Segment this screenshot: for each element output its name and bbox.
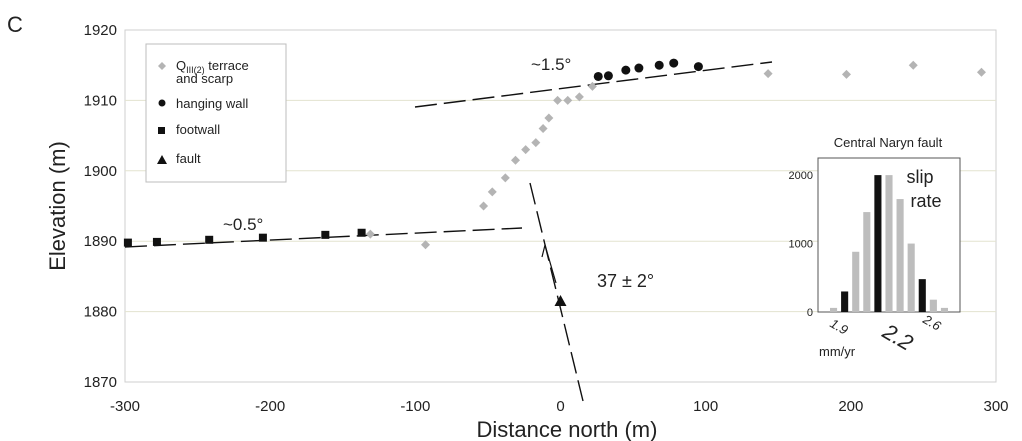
x-tick-labels: -300 -200 -100 0 100 200 300 <box>110 398 1009 415</box>
x-tick-label: 200 <box>838 398 863 415</box>
data-points <box>123 58 986 307</box>
panel-label: C <box>7 12 23 37</box>
inset-y-tick-label: 2000 <box>789 170 813 182</box>
y-tick-label: 1900 <box>84 163 117 180</box>
footwall-point <box>205 235 214 244</box>
terrace-point <box>521 145 531 155</box>
inset-bar <box>841 291 849 312</box>
inset-bar <box>863 212 871 312</box>
y-tick-label: 1890 <box>84 233 117 250</box>
legend-terrace-label-line2: and scarp <box>176 71 233 86</box>
footwall-slope-line <box>124 227 523 248</box>
terrace-point <box>510 155 520 165</box>
inset-x-axis-unit: mm/yr <box>819 344 856 359</box>
terrace-point <box>538 124 548 134</box>
legend-diamond-marker <box>158 62 166 70</box>
inset-bar <box>929 299 937 312</box>
hanging-wall-point <box>603 71 613 81</box>
hanging-wall-point <box>654 60 664 70</box>
inset-y-tick-labels: 0 1000 2000 <box>789 170 813 319</box>
terrace-point <box>763 69 773 79</box>
inset-tick-label-2.6: 2.6 <box>920 311 945 334</box>
y-tick-label: 1870 <box>84 374 117 391</box>
y-axis-label: Elevation (m) <box>45 141 70 271</box>
inset-bars <box>829 175 949 312</box>
inset-y-tick-label: 0 <box>807 307 813 319</box>
terrace-point <box>553 95 563 105</box>
hanging-wall-point <box>669 58 679 68</box>
terrace-point <box>841 69 851 79</box>
terrace-point <box>420 240 430 250</box>
hanging-wall-point <box>593 71 603 81</box>
x-tick-label: 100 <box>693 398 718 415</box>
terrace-point <box>976 67 986 77</box>
legend-square-marker <box>158 127 165 134</box>
hanging-wall-point <box>621 65 631 75</box>
legend-fault-label: fault <box>176 151 201 166</box>
inset-bar <box>874 175 882 312</box>
inset-title: Central Naryn fault <box>834 135 943 150</box>
terrace-point <box>531 138 541 148</box>
annotation-fault-dip: 37 ± 2° <box>597 271 654 291</box>
fault-point <box>554 295 567 307</box>
y-tick-label: 1910 <box>84 92 117 109</box>
x-tick-label: -100 <box>400 398 430 415</box>
terrace-point <box>487 187 497 197</box>
annotation-footwall-slope: ~0.5° <box>223 215 263 234</box>
inset-bar <box>829 307 838 312</box>
y-tick-label: 1920 <box>84 22 117 39</box>
legend-footwall-label: footwall <box>176 122 220 137</box>
terrace-point <box>500 173 510 183</box>
terrace-point <box>544 113 554 123</box>
hanging-wall-point <box>693 62 703 72</box>
legend-terrace-label: QIII(2) terrace <box>176 58 249 75</box>
y-tick-labels: 1870 1880 1890 1900 1910 1920 <box>84 22 117 391</box>
inset-bar <box>918 279 926 312</box>
legend-triangle-marker <box>157 155 167 164</box>
footwall-point <box>152 237 161 246</box>
footwall-point <box>357 228 366 237</box>
fault-slip-arrow <box>541 244 557 284</box>
plot-frame <box>124 29 997 383</box>
legend-box <box>145 43 287 183</box>
inset-tick-label-1.9: 1.9 <box>828 316 851 338</box>
footwall-point <box>123 238 132 247</box>
x-tick-label: 0 <box>556 398 564 415</box>
terrace-point <box>587 81 597 91</box>
x-tick-label: -200 <box>255 398 285 415</box>
legend-circle-marker <box>158 99 166 107</box>
legend-hanging-wall-label: hanging wall <box>176 96 248 111</box>
hanging-wall-point <box>634 63 644 73</box>
terrace-point <box>365 229 375 239</box>
terrace-point <box>479 201 489 211</box>
x-tick-label: -300 <box>110 398 140 415</box>
inset-rate-label: rate <box>910 191 941 211</box>
terrace-point <box>908 60 918 70</box>
inset-bar <box>852 251 860 312</box>
x-tick-label: 300 <box>983 398 1008 415</box>
terrace-point <box>574 92 584 102</box>
legend: QIII(2) terrace and scarp hanging wall f… <box>145 43 287 183</box>
terrace-point <box>563 95 573 105</box>
inset-bar <box>885 175 893 312</box>
inset-bar <box>896 199 904 312</box>
footwall-point <box>258 233 267 242</box>
footwall-point <box>321 230 330 239</box>
inset-y-tick-label: 1000 <box>789 239 813 251</box>
y-tick-label: 1880 <box>84 304 117 321</box>
inset-bar <box>907 243 915 312</box>
inset-slip-label: slip <box>906 167 933 187</box>
fault-trace-line <box>529 182 584 402</box>
inset-bar <box>940 307 949 312</box>
annotation-hanging-wall-slope: ~1.5° <box>531 55 571 74</box>
x-axis-label: Distance north (m) <box>477 417 658 441</box>
inset-tick-label-2.2: 2.2 <box>878 318 918 355</box>
